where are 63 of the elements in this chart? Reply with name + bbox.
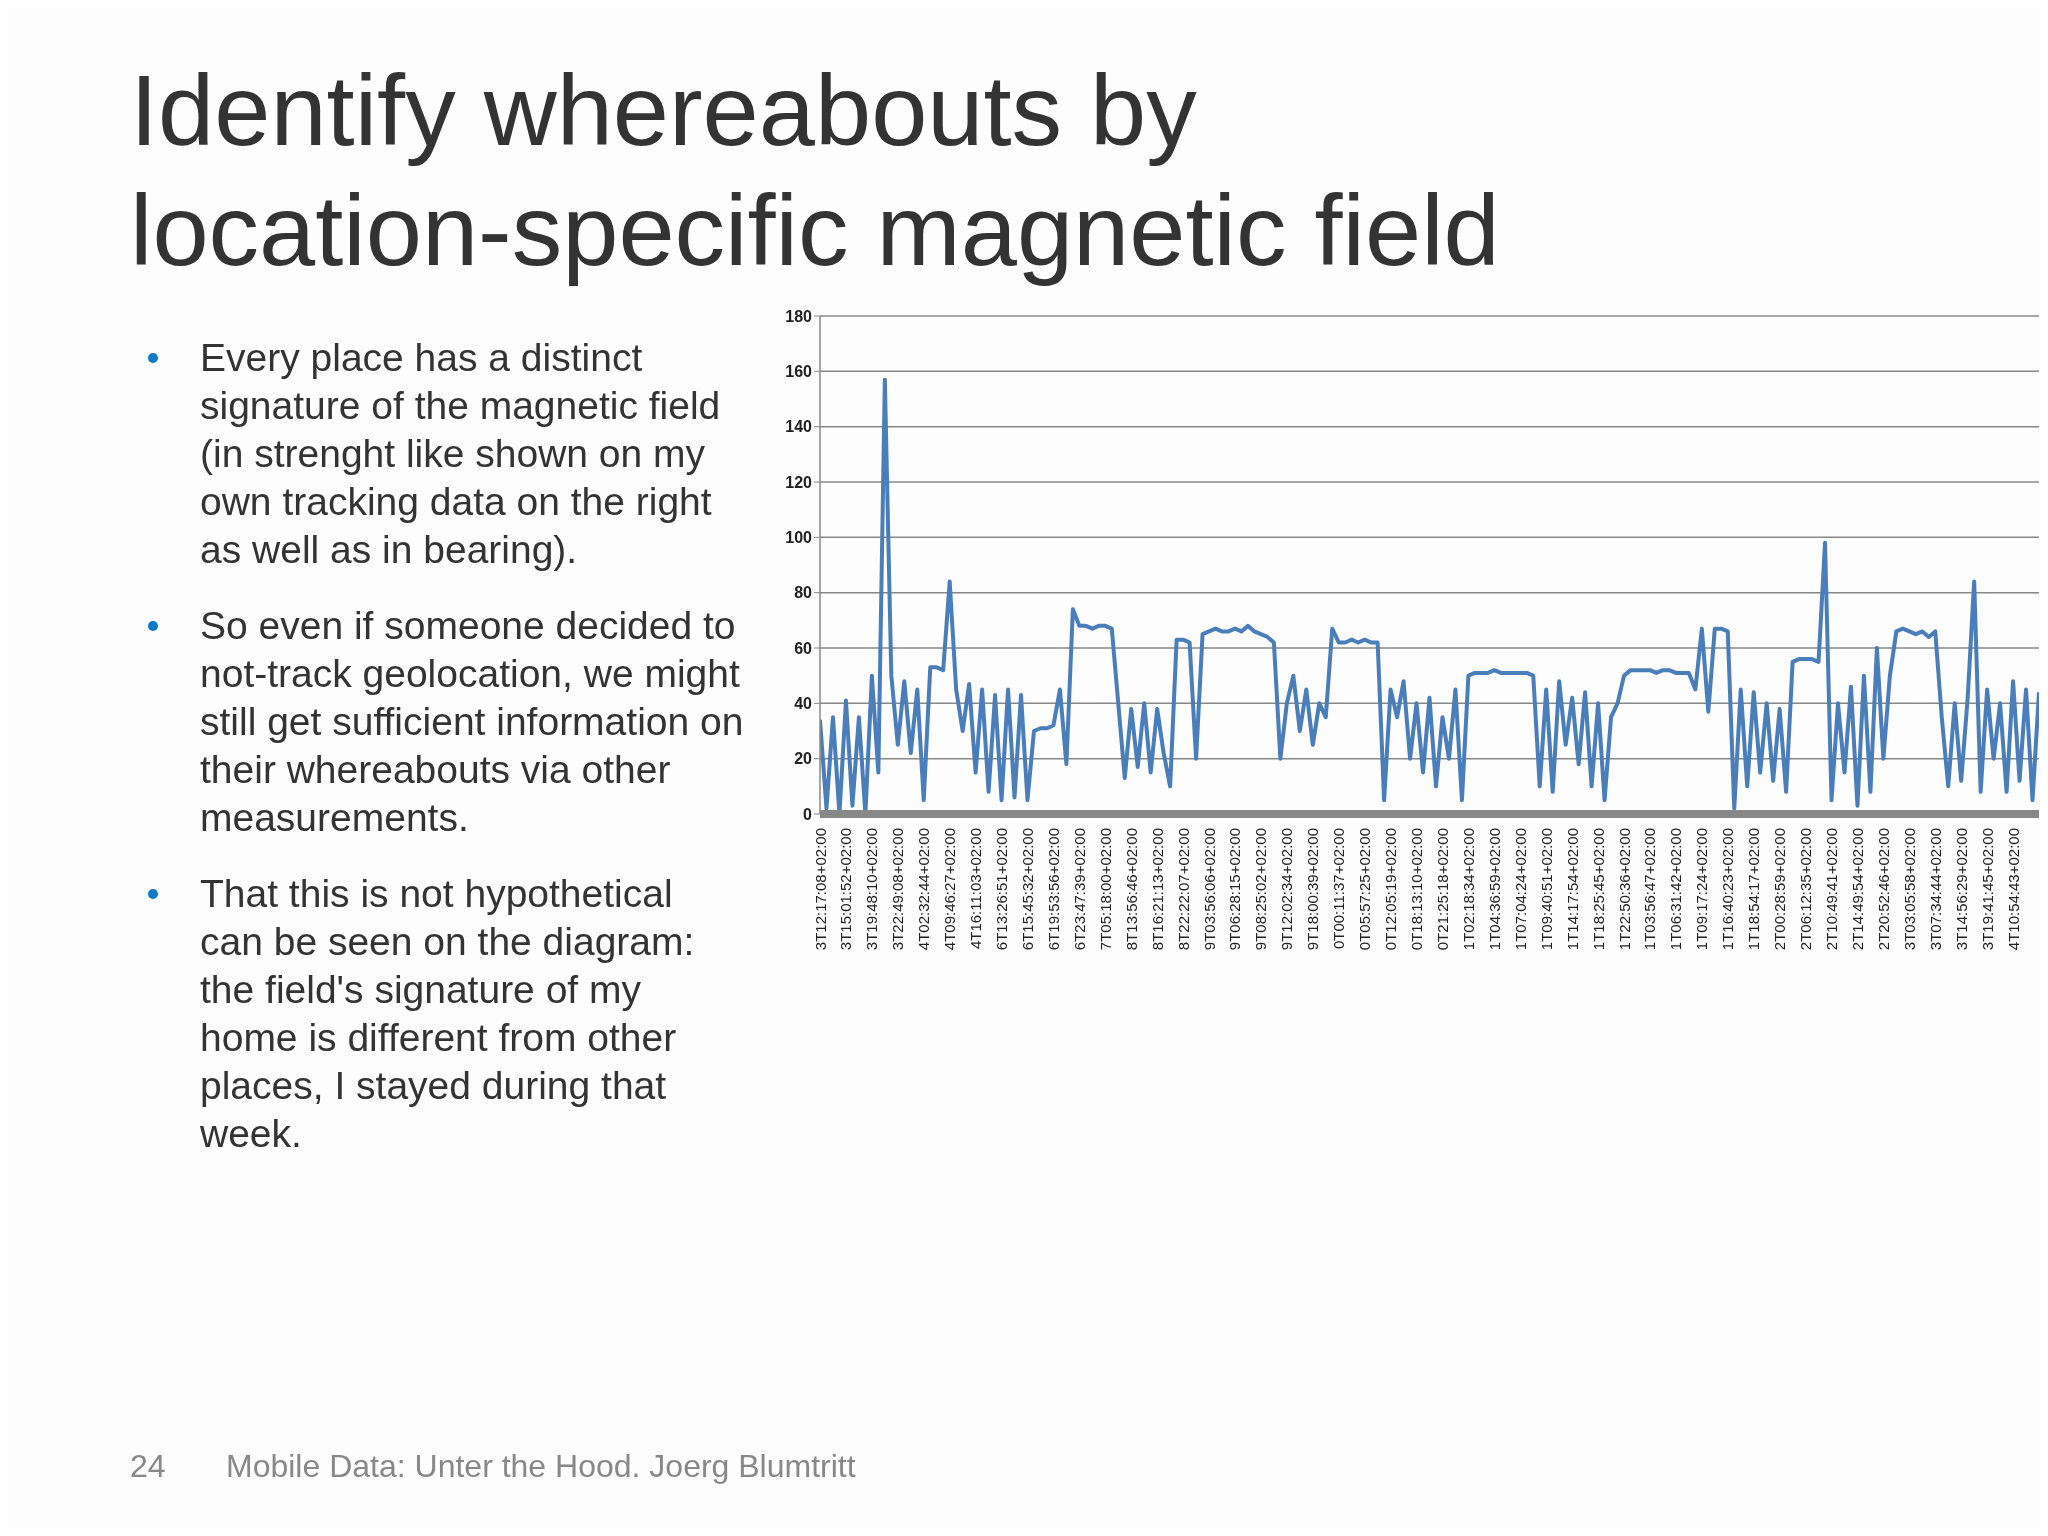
x-tick-label: 9T08:25:02+02:00	[1252, 828, 1270, 951]
x-tick-label: 4T16:11:03+02:00	[967, 828, 985, 950]
x-tick-label: 3T15:01:52+02:00	[837, 828, 855, 951]
chart-title: Identify whereabouts by location-specific magnetic field	[130, 53, 1501, 288]
x-tick-label: 3T07:34:44+02:00	[1926, 828, 1944, 951]
x-tick-label: 9T03:56:06+02:00	[1200, 828, 1218, 951]
x-tick-label: 1T07:04:24+02:00	[1511, 828, 1529, 951]
x-tick-label: 1T18:54:17+02:00	[1745, 828, 1763, 951]
x-tick-label: 2T06:12:35+02:00	[1797, 828, 1815, 951]
x-tick-label: 9T18:00:39+02:00	[1304, 828, 1322, 951]
x-tick-label: 1T09:17:24+02:00	[1693, 828, 1711, 951]
x-tick-label: 8T13:56:46+02:00	[1122, 828, 1140, 951]
y-tick-label: 120	[785, 473, 813, 491]
x-tick-label: 1T06:31:42+02:00	[1667, 828, 1685, 951]
x-tick-label: 0T05:57:25+02:00	[1356, 828, 1374, 951]
x-tick-label: 1T02:18:34+02:00	[1459, 828, 1477, 951]
x-tick-label: 8T16:21:13+02:00	[1148, 828, 1166, 951]
x-tick-label: 2T00:28:59+02:00	[1771, 828, 1789, 951]
x-tick-label: 0T12:05:19+02:00	[1382, 828, 1400, 951]
y-tick-label: 180	[785, 307, 813, 325]
x-tick-label: 3T14:56:29+02:00	[1952, 828, 1970, 951]
x-tick-label: 9T12:02:34+02:00	[1278, 828, 1296, 951]
y-tick-label: 140	[785, 418, 813, 436]
x-tick-label: 3T22:49:08+02:00	[889, 828, 907, 951]
x-tick-label: 1T16:40:23+02:00	[1719, 828, 1737, 951]
y-tick-label: 0	[803, 805, 813, 823]
x-tick-label: 6T23:47:39+02:00	[1070, 828, 1088, 951]
x-tick-label: 6T15:45:32+02:00	[1018, 828, 1036, 951]
x-tick-label: 2T14:49:54+02:00	[1848, 828, 1866, 951]
x-tick-label: 1T03:56:47+02:00	[1641, 828, 1659, 951]
x-tick-label: 4T09:46:27+02:00	[941, 828, 959, 951]
y-tick-label: 40	[794, 695, 813, 713]
x-tick-label: 4T02:32:44+02:00	[915, 828, 933, 951]
x-tick-label: 0T18:13:10+02:00	[1408, 828, 1426, 951]
text: Every place has a distinct signature of the magnetic field (in strenght like shown on my own tracking data on the right as well as in bearing).	[200, 335, 722, 573]
y-tick-label: 20	[794, 750, 813, 768]
x-tick-label: 7T05:18:00+02:00	[1096, 828, 1114, 951]
x-tick-label: 1T18:25:45+02:00	[1589, 828, 1607, 951]
x-tick-label: 3T03:05:58+02:00	[1900, 828, 1918, 951]
y-tick-label: 60	[794, 639, 813, 657]
x-tick-label: 0T21:25:18+02:00	[1433, 828, 1451, 951]
y-tick-label: 160	[785, 363, 813, 381]
text: Mobile Data: Unter the Hood. Joerg Blumtritt	[226, 1448, 856, 1485]
x-tick-label: 6T13:26:51+02:00	[993, 828, 1011, 951]
x-tick-label: 2T10:49:41+02:00	[1823, 828, 1841, 951]
x-tick-label: 3T12:17:08+02:00	[811, 828, 829, 951]
text: That this is not hypothetical can be seen on the diagram: the field's signature of my home is different from other places, I stayed during that week.	[200, 871, 696, 1157]
y-tick-label: 100	[785, 529, 813, 547]
x-tick-label: 6T19:53:56+02:00	[1044, 828, 1062, 951]
text: 24	[130, 1448, 166, 1485]
x-tick-label: 9T06:28:15+02:00	[1226, 828, 1244, 951]
x-tick-label: 1T09:40:51+02:00	[1537, 828, 1555, 951]
x-tick-label: 3T19:41:45+02:00	[1978, 828, 1996, 951]
y-tick-label: 80	[794, 584, 813, 602]
x-tick-label: 3T19:48:10+02:00	[863, 828, 881, 951]
x-tick-label: 1T22:50:36+02:00	[1615, 828, 1633, 951]
x-tick-label: 0T00:11:37+02:00	[1330, 828, 1348, 950]
x-tick-label: 1T14:17:54+02:00	[1563, 828, 1581, 951]
x-tick-label: 1T04:36:59+02:00	[1485, 828, 1503, 951]
x-tick-label: 2T20:52:46+02:00	[1874, 828, 1892, 951]
text: So even if someone decided to not-track geolocation, we might still get sufficient information on their whereabouts via other measurements.	[200, 603, 745, 841]
x-tick-label: 4T10:54:43+02:00	[2004, 828, 2022, 951]
x-tick-label: 8T22:22:07+02:00	[1174, 828, 1192, 951]
